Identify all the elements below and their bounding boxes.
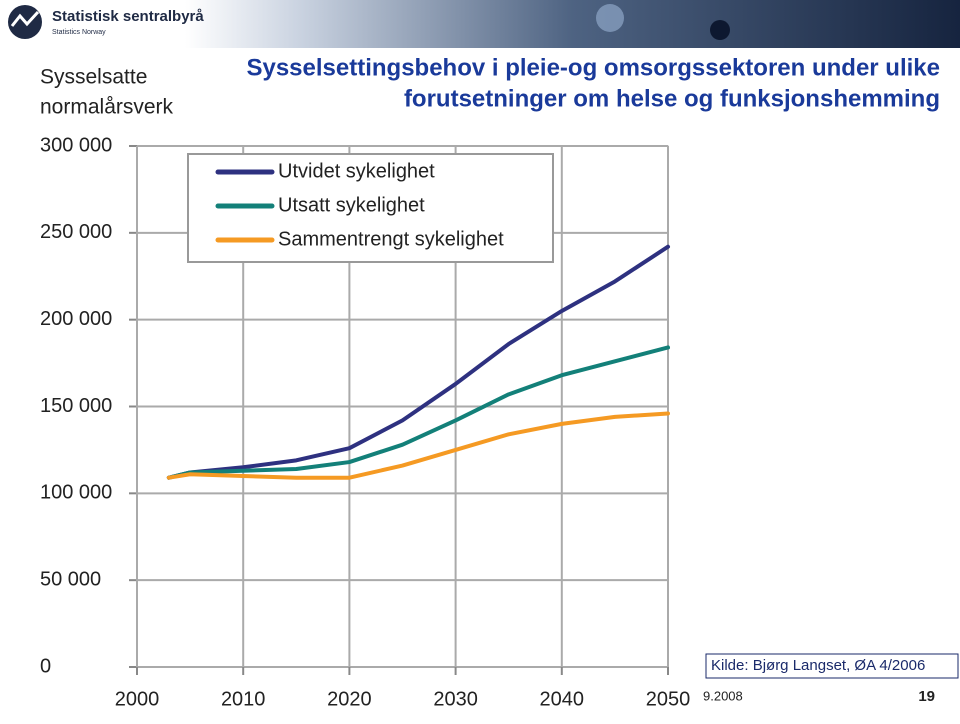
logo-subtitle: Statistics Norway	[52, 29, 106, 36]
legend-label: Sammentrengt sykelighet	[278, 228, 504, 250]
series-line	[166, 244, 670, 480]
chart-title: Sysselsettingsbehov i pleie-og omsorgsse…	[246, 54, 940, 81]
x-tick-label: 2010	[221, 688, 266, 710]
banner-decoration	[710, 20, 730, 40]
legend-label: Utsatt sykelighet	[278, 194, 425, 216]
y-axis-label: Sysselsatte	[40, 66, 147, 89]
series-line	[166, 411, 670, 480]
y-tick-label: 300 000	[40, 134, 112, 156]
x-tick-label: 2000	[115, 688, 160, 710]
y-axis-label: normalårsverk	[40, 96, 174, 119]
logo-mark	[10, 10, 40, 27]
x-tick-label: 2020	[327, 688, 372, 710]
slide-date: 9.2008	[703, 688, 743, 703]
series-line	[166, 345, 670, 480]
banner	[185, 0, 960, 48]
x-tick-label: 2030	[433, 688, 478, 710]
page-number: 19	[918, 688, 935, 705]
legend-label: Utvidet sykelighet	[278, 160, 435, 182]
logo-text: Statistisk sentralbyrå	[52, 8, 204, 25]
source-text: Kilde: Bjørg Langset, ØA 4/2006	[711, 657, 925, 674]
y-tick-label: 50 000	[40, 568, 101, 590]
y-tick-label: 150 000	[40, 395, 112, 417]
source-box	[705, 653, 959, 679]
x-tick-label: 2050	[646, 688, 691, 710]
plot: 0 50 000 100 000 150 000 200 000 250 000 300 0…	[40, 134, 690, 710]
banner-decoration	[596, 4, 624, 32]
y-tick-label: 0	[40, 655, 51, 677]
x-tick-label: 2040	[540, 688, 585, 710]
y-tick-label: 200 000	[40, 308, 112, 330]
chart-title: forutsetninger om helse og funksjonshemm…	[404, 85, 940, 112]
y-tick-label: 250 000	[40, 221, 112, 243]
y-tick-label: 100 000	[40, 482, 112, 504]
